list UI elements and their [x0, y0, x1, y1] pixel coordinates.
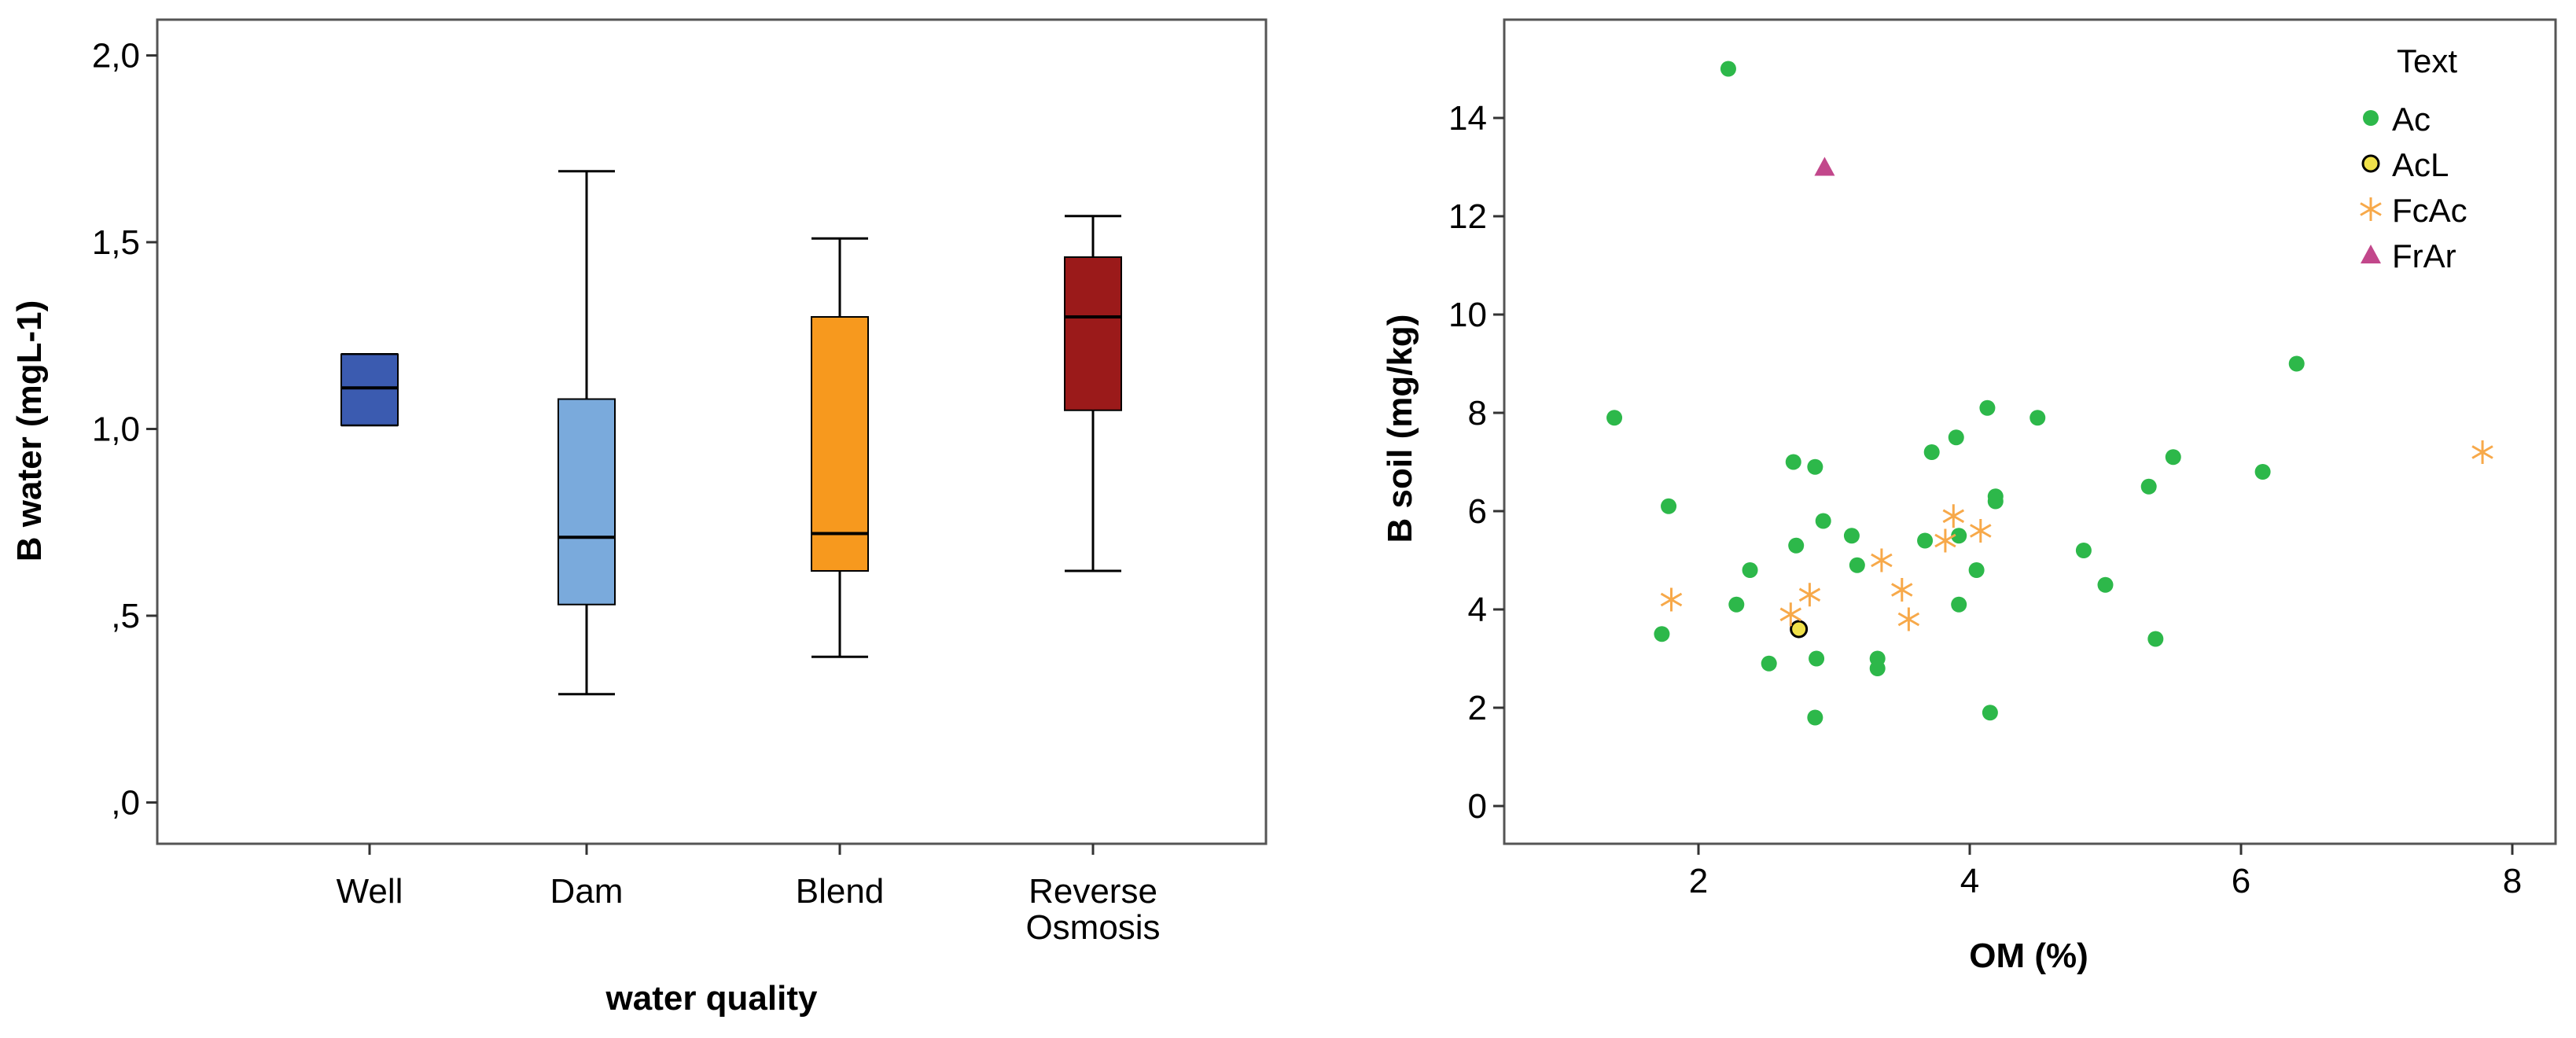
legend-marker [2360, 197, 2382, 221]
data-point [1720, 61, 1736, 77]
data-point [1891, 577, 1913, 602]
data-point [2140, 478, 2157, 495]
y-tick-label: 0 [1468, 787, 1487, 826]
data-point [1661, 498, 1677, 514]
data-point [1843, 528, 1860, 544]
box-reverse-osmosis [1064, 256, 1122, 411]
legend-marker [2361, 245, 2381, 263]
plot-frame [1503, 18, 2557, 845]
boxplot-chart: ,0 ,5 1,0 1,5 2,0 Well Dam Blend Reverse Osmosis w… [10, 18, 1268, 1018]
x-category-label: Dam [550, 872, 624, 911]
y-tick-label: ,5 [111, 597, 140, 635]
x-tick-label: 2 [1689, 862, 1708, 900]
y-tick-label: 1,0 [92, 410, 140, 449]
data-point [1951, 528, 1967, 544]
data-point [1779, 602, 1802, 627]
y-tick-label: 12 [1448, 197, 1487, 236]
scatter-chart: 2 4 6 8 0 2 4 6 8 10 12 14 Text Ac AcL FcAc FrAr OM (%) B … [1381, 18, 2557, 975]
data-point [1948, 429, 1964, 446]
x-tick-label: 4 [1960, 862, 1979, 900]
x-axis-title: water quality [605, 979, 818, 1018]
data-point [1923, 444, 1940, 460]
data-point [2097, 576, 2114, 593]
data-point [1654, 626, 1670, 642]
data-point [2030, 410, 2046, 426]
y-tick-label: 10 [1448, 296, 1487, 334]
data-point [1807, 709, 1823, 726]
box-dam [558, 398, 616, 606]
legend-label: FcAc [2392, 192, 2467, 229]
data-point [1809, 650, 1825, 667]
data-point [1790, 620, 1809, 639]
data-point [1660, 587, 1683, 612]
data-point [1742, 562, 1758, 578]
x-category-label-line: Osmosis [1025, 908, 1160, 947]
data-point [1815, 513, 1831, 529]
y-tick-label: 2 [1468, 689, 1487, 727]
legend-label: AcL [2392, 146, 2449, 183]
data-point [1979, 399, 1996, 416]
y-tick-label: 1,5 [92, 223, 140, 262]
data-point [1951, 596, 1967, 613]
data-point [1785, 454, 1801, 470]
x-category-label: Well [337, 872, 403, 911]
series-frar [1814, 156, 1835, 176]
data-point [1728, 596, 1745, 613]
x-category-label: Blend [796, 872, 885, 911]
data-point [2075, 543, 2092, 558]
data-point [2147, 631, 2164, 647]
data-point [1606, 410, 1623, 426]
y-tick-label: 2,0 [92, 37, 140, 75]
plot-frame [156, 18, 1268, 845]
data-point [1987, 493, 2004, 510]
x-category-label-line: Reverse [1029, 872, 1157, 911]
legend-label: FrAr [2392, 237, 2456, 274]
data-point [1798, 583, 1821, 607]
x-axis-title: OM (%) [1969, 937, 2088, 975]
y-tick-label: 4 [1468, 591, 1487, 629]
x-tick-label: 8 [2503, 862, 2522, 900]
data-point [1934, 528, 1956, 553]
data-point [1849, 557, 1865, 573]
data-point [1970, 519, 1992, 543]
legend-marker [2361, 154, 2380, 173]
data-point [1814, 156, 1835, 176]
data-point [1807, 458, 1823, 475]
data-point [2288, 355, 2305, 372]
data-point [1982, 705, 1998, 721]
series-fcac [1660, 440, 2493, 631]
legend-marker [2363, 110, 2379, 126]
x-category-label: Reverse Osmosis [1025, 872, 1160, 947]
x-category-label-line: Dam [550, 872, 624, 911]
legend-label: Ac [2392, 101, 2431, 138]
data-point [2254, 464, 2271, 480]
x-category-label-line: Blend [796, 872, 885, 911]
box-well [340, 353, 399, 426]
y-tick-label: 8 [1468, 394, 1487, 432]
y-axis-title: B soil (mg/kg) [1381, 315, 1419, 543]
legend-title: Text [2397, 42, 2457, 79]
data-point [2471, 440, 2493, 465]
data-point [1968, 562, 1985, 578]
x-tick-label: 6 [2232, 862, 2250, 900]
y-axis-title: B water (mgL-1) [10, 300, 49, 561]
series-acl [1790, 620, 1809, 639]
data-point [1942, 504, 1965, 528]
series-ac [1606, 61, 2305, 726]
y-tick-label: ,0 [111, 784, 140, 823]
data-point [1869, 661, 1886, 676]
data-point [1897, 607, 1920, 631]
x-category-label-line: Well [337, 872, 403, 911]
data-point [1761, 655, 1777, 672]
data-point [1871, 548, 1893, 572]
data-point [1788, 537, 1805, 554]
data-point [2165, 449, 2181, 466]
box-blend [811, 316, 869, 572]
data-point [1917, 532, 1934, 549]
y-tick-label: 14 [1448, 99, 1487, 138]
y-tick-label: 6 [1468, 492, 1487, 531]
